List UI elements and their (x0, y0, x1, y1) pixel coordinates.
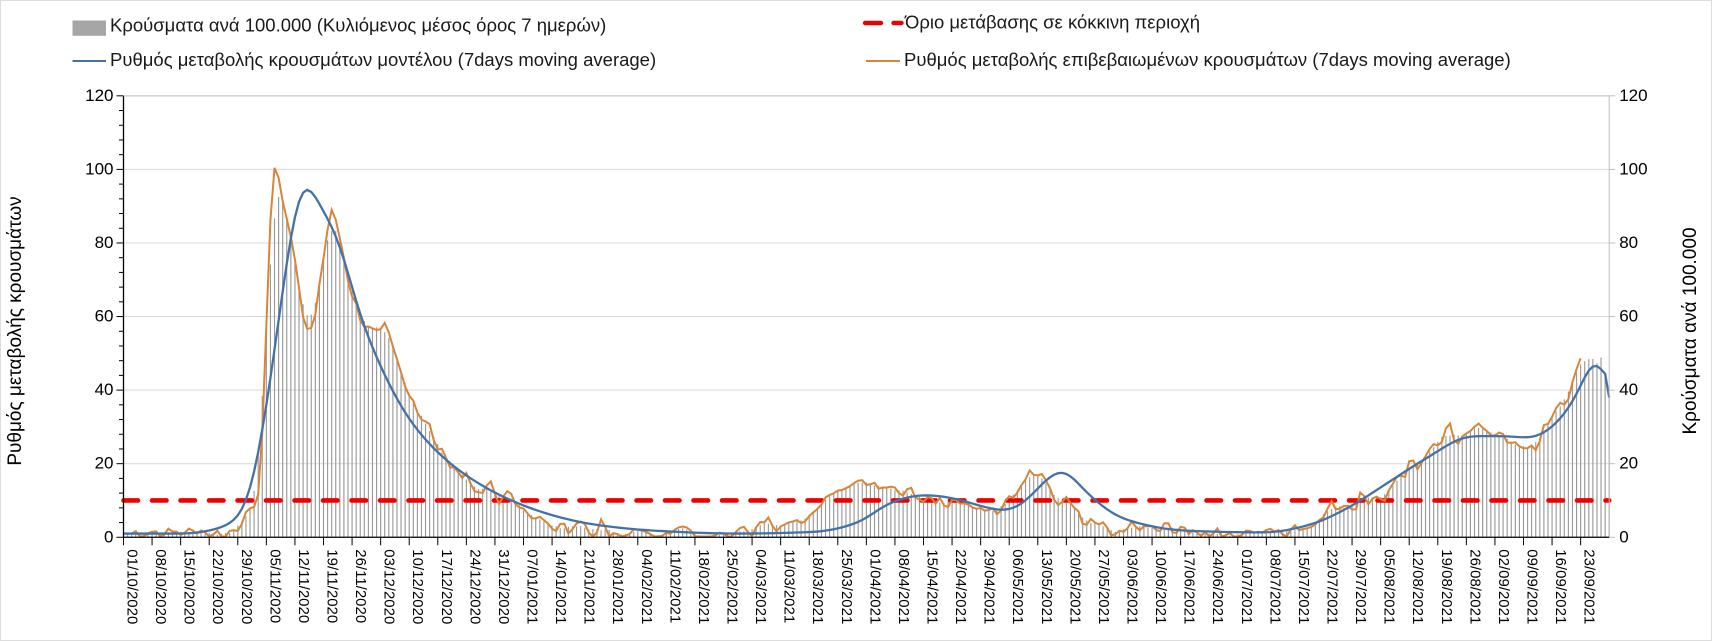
svg-text:Κρούσματα ανά 100.000: Κρούσματα ανά 100.000 (1680, 227, 1701, 434)
svg-text:11/03/2021: 11/03/2021 (781, 549, 798, 623)
svg-text:0: 0 (104, 527, 113, 546)
svg-text:22/04/2021: 22/04/2021 (952, 549, 969, 624)
svg-text:01/04/2021: 01/04/2021 (866, 549, 883, 624)
svg-text:29/07/2021: 29/07/2021 (1352, 549, 1369, 624)
svg-text:17/06/2021: 17/06/2021 (1181, 549, 1198, 624)
svg-text:27/05/2021: 27/05/2021 (1095, 549, 1112, 624)
svg-text:100: 100 (85, 159, 113, 178)
svg-text:40: 40 (1619, 380, 1638, 399)
svg-text:01/07/2021: 01/07/2021 (1238, 549, 1255, 624)
svg-text:31/12/2020: 31/12/2020 (495, 549, 512, 624)
svg-text:09/09/2021: 09/09/2021 (1523, 549, 1540, 624)
svg-text:24/06/2021: 24/06/2021 (1209, 549, 1226, 624)
svg-text:06/05/2021: 06/05/2021 (1009, 549, 1026, 624)
svg-text:100: 100 (1619, 159, 1647, 178)
svg-text:11/02/2021: 11/02/2021 (666, 549, 683, 623)
svg-text:07/01/2021: 07/01/2021 (524, 549, 541, 624)
svg-text:20/05/2021: 20/05/2021 (1066, 549, 1083, 624)
svg-text:01/10/2020: 01/10/2020 (124, 549, 141, 624)
svg-text:60: 60 (95, 307, 114, 326)
svg-text:02/09/2021: 02/09/2021 (1495, 549, 1512, 624)
svg-text:25/03/2021: 25/03/2021 (838, 549, 855, 624)
svg-text:10/06/2021: 10/06/2021 (1152, 549, 1169, 624)
svg-text:20: 20 (95, 454, 114, 473)
svg-text:08/04/2021: 08/04/2021 (895, 549, 912, 624)
svg-text:19/08/2021: 19/08/2021 (1438, 549, 1455, 624)
svg-text:80: 80 (1619, 233, 1638, 252)
svg-text:08/07/2021: 08/07/2021 (1266, 549, 1283, 624)
svg-text:15/04/2021: 15/04/2021 (923, 549, 940, 624)
svg-text:12/11/2020: 12/11/2020 (295, 549, 312, 623)
svg-text:17/12/2020: 17/12/2020 (438, 549, 455, 624)
svg-text:15/10/2020: 15/10/2020 (181, 549, 198, 624)
svg-text:18/03/2021: 18/03/2021 (809, 549, 826, 624)
svg-text:23/09/2021: 23/09/2021 (1581, 549, 1598, 624)
svg-text:20: 20 (1619, 454, 1638, 473)
svg-text:40: 40 (95, 380, 114, 399)
svg-text:03/06/2021: 03/06/2021 (1123, 549, 1140, 624)
svg-text:19/11/2020: 19/11/2020 (324, 549, 341, 623)
svg-text:22/07/2021: 22/07/2021 (1323, 549, 1340, 624)
svg-text:25/02/2021: 25/02/2021 (724, 549, 741, 624)
svg-text:Όριο μετάβασης σε κόκκινη περι: Όριο μετάβασης σε κόκκινη περιοχή (904, 12, 1200, 33)
svg-text:22/10/2020: 22/10/2020 (209, 549, 226, 624)
svg-text:Ρυθμός μεταβολής επιβεβαιωμένω: Ρυθμός μεταβολής επιβεβαιωμένων κρουσμάτ… (904, 49, 1511, 70)
svg-text:08/10/2020: 08/10/2020 (152, 549, 169, 624)
svg-text:Ρυθμός μεταβολής κρουσμάτων μο: Ρυθμός μεταβολής κρουσμάτων μοντέλου (7d… (110, 49, 656, 70)
svg-text:29/10/2020: 29/10/2020 (238, 549, 255, 624)
svg-text:05/11/2020: 05/11/2020 (266, 549, 283, 623)
svg-text:16/09/2021: 16/09/2021 (1552, 549, 1569, 624)
svg-text:21/01/2021: 21/01/2021 (581, 549, 598, 624)
svg-text:120: 120 (85, 86, 113, 105)
svg-text:26/11/2020: 26/11/2020 (352, 549, 369, 623)
svg-text:80: 80 (95, 233, 114, 252)
svg-text:18/02/2021: 18/02/2021 (695, 549, 712, 624)
svg-text:10/12/2020: 10/12/2020 (409, 549, 426, 624)
svg-text:Ρυθμός μεταβολής κρουσμάτων: Ρυθμός μεταβολής κρουσμάτων (5, 196, 26, 465)
svg-text:12/08/2021: 12/08/2021 (1409, 549, 1426, 624)
svg-text:0: 0 (1619, 527, 1628, 546)
svg-text:26/08/2021: 26/08/2021 (1466, 549, 1483, 624)
svg-text:60: 60 (1619, 307, 1638, 326)
svg-text:24/12/2020: 24/12/2020 (466, 549, 483, 624)
svg-text:29/04/2021: 29/04/2021 (981, 549, 998, 624)
svg-text:28/01/2021: 28/01/2021 (609, 549, 626, 624)
svg-text:120: 120 (1619, 86, 1647, 105)
svg-text:05/08/2021: 05/08/2021 (1381, 549, 1398, 624)
svg-text:04/03/2021: 04/03/2021 (752, 549, 769, 624)
svg-text:15/07/2021: 15/07/2021 (1295, 549, 1312, 624)
svg-text:04/02/2021: 04/02/2021 (638, 549, 655, 624)
svg-text:14/01/2021: 14/01/2021 (552, 549, 569, 624)
svg-text:13/05/2021: 13/05/2021 (1038, 549, 1055, 624)
svg-text:03/12/2020: 03/12/2020 (381, 549, 398, 624)
svg-text:Κρούσματα ανά 100.000 (Κυλιόμε: Κρούσματα ανά 100.000 (Κυλιόμενος μέσος … (110, 15, 606, 36)
